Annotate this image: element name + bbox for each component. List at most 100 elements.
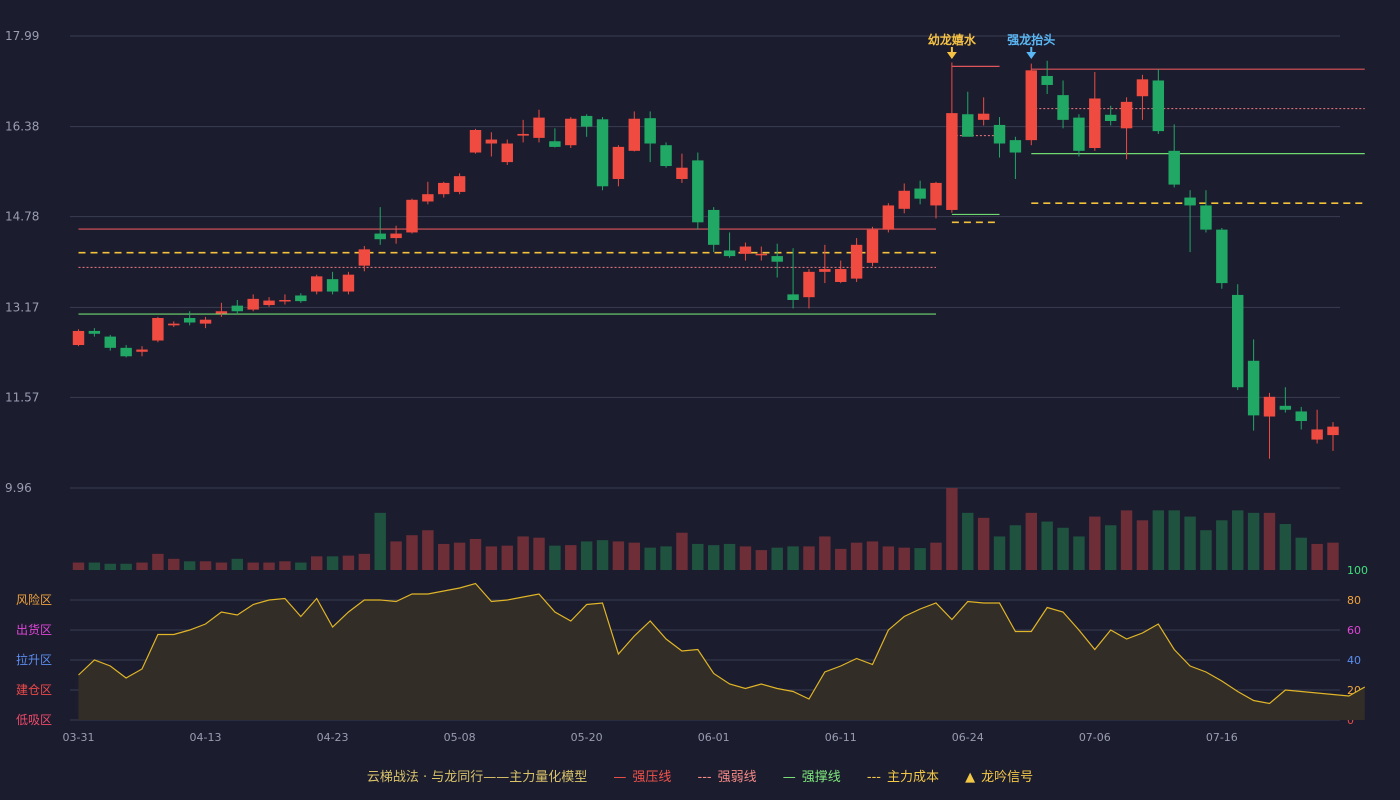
candle-body <box>930 182 942 206</box>
volume-bar <box>723 543 736 570</box>
volume-bar <box>183 561 196 570</box>
legend-item-support: — 强撑线 <box>783 766 841 785</box>
x-tick-label: 03-31 <box>63 731 95 744</box>
signal-label: 幼龙嬉水 <box>928 32 977 47</box>
volume-bar <box>1089 516 1101 570</box>
candle-body <box>977 113 990 120</box>
candle-body <box>771 256 783 262</box>
candle-body <box>1168 150 1180 185</box>
candle-body <box>644 118 656 144</box>
x-tick-label: 06-24 <box>952 731 984 744</box>
legend-label: 主力成本 <box>887 770 940 785</box>
volume-bar <box>374 512 386 570</box>
volume-bar <box>1057 527 1069 570</box>
x-tick-label: 04-13 <box>190 731 222 744</box>
volume-bar <box>152 553 164 570</box>
x-tick-label: 07-06 <box>1079 731 1111 744</box>
volume-bar <box>977 517 990 570</box>
volume-bar <box>612 541 625 570</box>
x-tick-label: 05-20 <box>571 731 603 744</box>
candle-body <box>962 114 974 137</box>
volume-bar <box>279 561 291 570</box>
candle-body <box>1089 98 1101 149</box>
candle-body <box>152 318 164 341</box>
candle-body <box>1184 197 1196 206</box>
candle-body <box>1263 396 1276 417</box>
volume-bar <box>850 542 863 570</box>
legend-marker: — <box>782 770 796 785</box>
candle-body <box>565 118 577 146</box>
volume-bar <box>755 550 768 570</box>
candle-body <box>580 115 593 127</box>
volume-bar <box>517 536 529 570</box>
candle-body <box>1104 114 1117 121</box>
candle-body <box>946 113 958 210</box>
signal-arrow-head <box>946 52 957 59</box>
volume-bar <box>866 541 879 570</box>
candle-body <box>168 323 180 326</box>
candle-body <box>1136 79 1149 97</box>
candle-body <box>723 250 736 257</box>
volume-bar <box>1311 543 1323 570</box>
volume-bar <box>215 562 228 570</box>
volume-bar <box>231 558 244 570</box>
candle-body <box>676 167 688 179</box>
candle-body <box>549 141 561 147</box>
volume-bar <box>310 556 323 570</box>
legend-marker: --- <box>697 770 712 785</box>
indicator-tick-label: 60 <box>1347 624 1361 637</box>
volume-bar <box>501 545 513 570</box>
candle-body <box>120 347 132 357</box>
candle-body <box>326 279 339 292</box>
candle-body <box>787 294 799 300</box>
indicator-tick-label: 40 <box>1347 654 1361 667</box>
legend-label: 强弱线 <box>717 770 757 785</box>
candle-body <box>406 199 418 233</box>
candle-body <box>1152 80 1165 132</box>
volume-bar <box>771 547 783 570</box>
volume-bar <box>485 546 498 570</box>
price-tick-label: 11.57 <box>5 390 39 404</box>
price-tick-label: 13.17 <box>5 300 39 314</box>
volume-bar <box>1152 510 1165 570</box>
volume-bar <box>1216 520 1228 570</box>
volume-bar <box>422 530 434 570</box>
volume-bar <box>342 555 355 570</box>
candle-body <box>358 249 371 266</box>
indicator-zone-label: 风险区 <box>16 592 52 607</box>
volume-bar <box>1104 525 1117 570</box>
volume-bar <box>469 538 482 570</box>
volume-bar <box>580 541 593 570</box>
candle-body <box>501 143 513 163</box>
candle-body <box>993 124 1006 144</box>
candle-body <box>88 330 101 334</box>
volume-bar <box>263 562 275 570</box>
volume-bar <box>692 543 704 570</box>
candle-body <box>390 233 402 239</box>
volume-bar <box>1025 512 1038 570</box>
candle-body <box>1279 405 1292 410</box>
volume-bar <box>596 540 609 570</box>
candle-body <box>1311 429 1323 440</box>
volume-bar <box>803 546 815 570</box>
candle-body <box>374 233 386 240</box>
volume-bar <box>1073 536 1085 570</box>
candle-body <box>596 119 609 187</box>
volume-bar <box>438 543 450 570</box>
volume-bar <box>1136 520 1149 570</box>
volume-bar <box>1327 542 1339 570</box>
candle-body <box>692 160 704 223</box>
volume-bar <box>882 546 895 570</box>
x-tick-label: 06-11 <box>825 731 857 744</box>
x-tick-label: 05-08 <box>444 731 476 744</box>
volume-bar <box>168 558 180 570</box>
legend-item-signal: ▲ 龙吟信号 <box>965 766 1033 785</box>
volume-bar <box>835 548 847 570</box>
candle-body <box>1041 75 1053 85</box>
candle-body <box>342 274 355 292</box>
price-tick-label: 17.99 <box>5 29 39 43</box>
indicator-tick-label: 0 <box>1347 714 1354 727</box>
volume-bar <box>390 541 402 570</box>
volume-bar <box>787 546 799 570</box>
